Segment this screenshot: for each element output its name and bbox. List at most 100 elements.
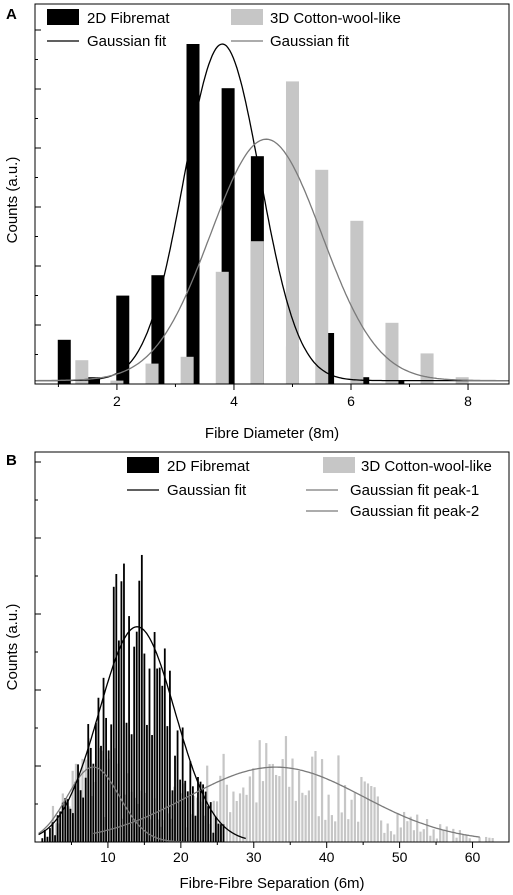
- bar-3d-cotton: [385, 322, 399, 384]
- x-tick-label: 60: [465, 849, 481, 865]
- bar-2d-fibremat: [148, 668, 151, 842]
- bar-3d-cotton: [380, 820, 383, 842]
- bar-3d-cotton: [261, 781, 265, 842]
- bar-3d-cotton: [353, 792, 356, 842]
- bar-3d-cotton: [147, 817, 150, 842]
- bar-2d-fibremat: [161, 685, 164, 842]
- bar-3d-cotton: [250, 241, 264, 384]
- bar-2d-fibremat: [186, 44, 200, 384]
- bar-3d-cotton: [389, 831, 393, 842]
- x-tick-label: 6: [347, 393, 355, 409]
- bar-2d-fibremat: [79, 790, 82, 842]
- bar-3d-cotton: [101, 750, 104, 842]
- bar-3d-cotton: [275, 774, 278, 842]
- bar-2d-fibremat: [92, 763, 95, 842]
- bar-2d-fibremat: [138, 580, 141, 842]
- bar-3d-cotton: [324, 819, 327, 842]
- bar-3d-cotton: [452, 828, 455, 842]
- bar-3d-cotton: [285, 81, 299, 385]
- bar-3d-cotton: [317, 816, 320, 842]
- bar-2d-fibremat: [204, 791, 207, 842]
- bar-3d-cotton: [124, 794, 127, 842]
- bar-2d-fibremat: [57, 339, 71, 384]
- bar-3d-cotton: [376, 796, 379, 842]
- bar-3d-cotton: [137, 803, 140, 842]
- bar-2d-fibremat: [222, 824, 225, 842]
- panel-a-legend: 2D Fibremat 3D Cotton-wool-like Gaussian…: [47, 9, 401, 50]
- legend-b-bar-3d-label: 3D Cotton-wool-like: [361, 458, 492, 475]
- bar-3d-cotton: [235, 801, 238, 842]
- fit-curve-2d: [38, 626, 246, 840]
- bar-3d-cotton: [288, 786, 291, 842]
- panel-a-fits: [35, 43, 509, 382]
- bar-2d-fibremat: [94, 722, 97, 842]
- bar-3d-cotton: [242, 787, 245, 842]
- bar-2d-fibremat: [54, 835, 56, 842]
- bar-3d-cotton: [432, 829, 435, 842]
- bar-2d-fibremat: [214, 816, 217, 842]
- bar-3d-cotton: [225, 784, 228, 842]
- bar-3d-cotton: [350, 799, 353, 842]
- legend-b-fit-2d-label: Gaussian fit: [167, 482, 247, 499]
- bar-3d-cotton: [485, 836, 488, 842]
- bar-3d-cotton: [192, 795, 196, 842]
- bar-3d-cotton: [455, 837, 458, 842]
- bar-2d-fibremat: [179, 779, 182, 842]
- bar-2d-fibremat: [59, 811, 62, 842]
- bar-2d-fibremat: [117, 640, 120, 842]
- bar-3d-cotton: [366, 783, 370, 842]
- fit-curve-2d: [35, 43, 509, 382]
- bar-2d-fibremat: [46, 836, 49, 842]
- bar-3d-cotton: [343, 785, 347, 842]
- bar-3d-cotton: [320, 759, 324, 842]
- bar-2d-fibremat: [82, 797, 85, 842]
- bar-2d-fibremat: [116, 295, 130, 384]
- bar-2d-fibremat: [174, 755, 176, 842]
- x-tick-label: 10: [100, 849, 116, 865]
- legend-b-bar-3d-swatch: [323, 457, 355, 473]
- bar-3d-cotton: [439, 824, 442, 842]
- bar-2d-fibremat: [72, 813, 74, 842]
- legend-b-fit-peak2-label: Gaussian fit peak-2: [350, 503, 479, 520]
- bar-2d-fibremat: [41, 838, 44, 842]
- bar-3d-cotton: [212, 800, 215, 842]
- legend-a-bar-3d-swatch: [231, 9, 263, 25]
- x-tick-label: 50: [392, 849, 408, 865]
- panel-a-xlabel: Fibre Diameter (8m): [205, 425, 339, 442]
- bar-2d-fibremat: [146, 724, 148, 842]
- bar-2d-fibremat: [207, 806, 210, 842]
- panel-a-ticks: 2 4 6 8: [35, 29, 472, 409]
- bar-2d-fibremat: [130, 734, 133, 842]
- panel-b-ticks: 10 20 30 40 50 60: [35, 461, 481, 865]
- bar-2d-fibremat: [64, 798, 67, 842]
- bar-3d-cotton: [386, 823, 389, 842]
- bar-2d-fibremat: [169, 670, 171, 842]
- legend-a-fit-2d-label: Gaussian fit: [87, 33, 167, 50]
- bar-2d-fibremat: [151, 735, 153, 842]
- bar-3d-cotton: [219, 775, 222, 842]
- bar-3d-cotton: [383, 832, 386, 842]
- bar-2d-fibremat: [115, 573, 118, 842]
- bar-3d-cotton: [416, 814, 419, 842]
- bar-3d-cotton: [425, 819, 429, 842]
- bar-3d-cotton: [393, 834, 396, 842]
- bar-2d-fibremat: [212, 832, 215, 842]
- legend-b-bar-2d-swatch: [127, 457, 159, 473]
- bar-2d-fibremat: [191, 786, 194, 842]
- x-tick-label: 20: [173, 849, 189, 865]
- panel-b-letter: B: [6, 452, 17, 469]
- panel-b-xlabel: Fibre-Fibre Separation (6m): [179, 875, 364, 892]
- bar-2d-fibremat: [112, 586, 115, 842]
- bar-3d-cotton: [183, 783, 186, 842]
- bar-2d-fibremat: [220, 824, 222, 842]
- bar-2d-fibremat: [209, 802, 212, 842]
- x-tick-label: 30: [246, 849, 262, 865]
- panel-b-bars: [41, 554, 494, 842]
- bar-2d-fibremat: [120, 581, 123, 842]
- bar-2d-fibremat: [199, 781, 202, 842]
- legend-a-bar-2d-label: 2D Fibremat: [87, 10, 170, 27]
- panel-b-ylabel: Counts (a.u.): [4, 604, 21, 691]
- legend-a-bar-3d-label: 3D Cotton-wool-like: [270, 10, 401, 27]
- bar-3d-cotton: [478, 837, 481, 842]
